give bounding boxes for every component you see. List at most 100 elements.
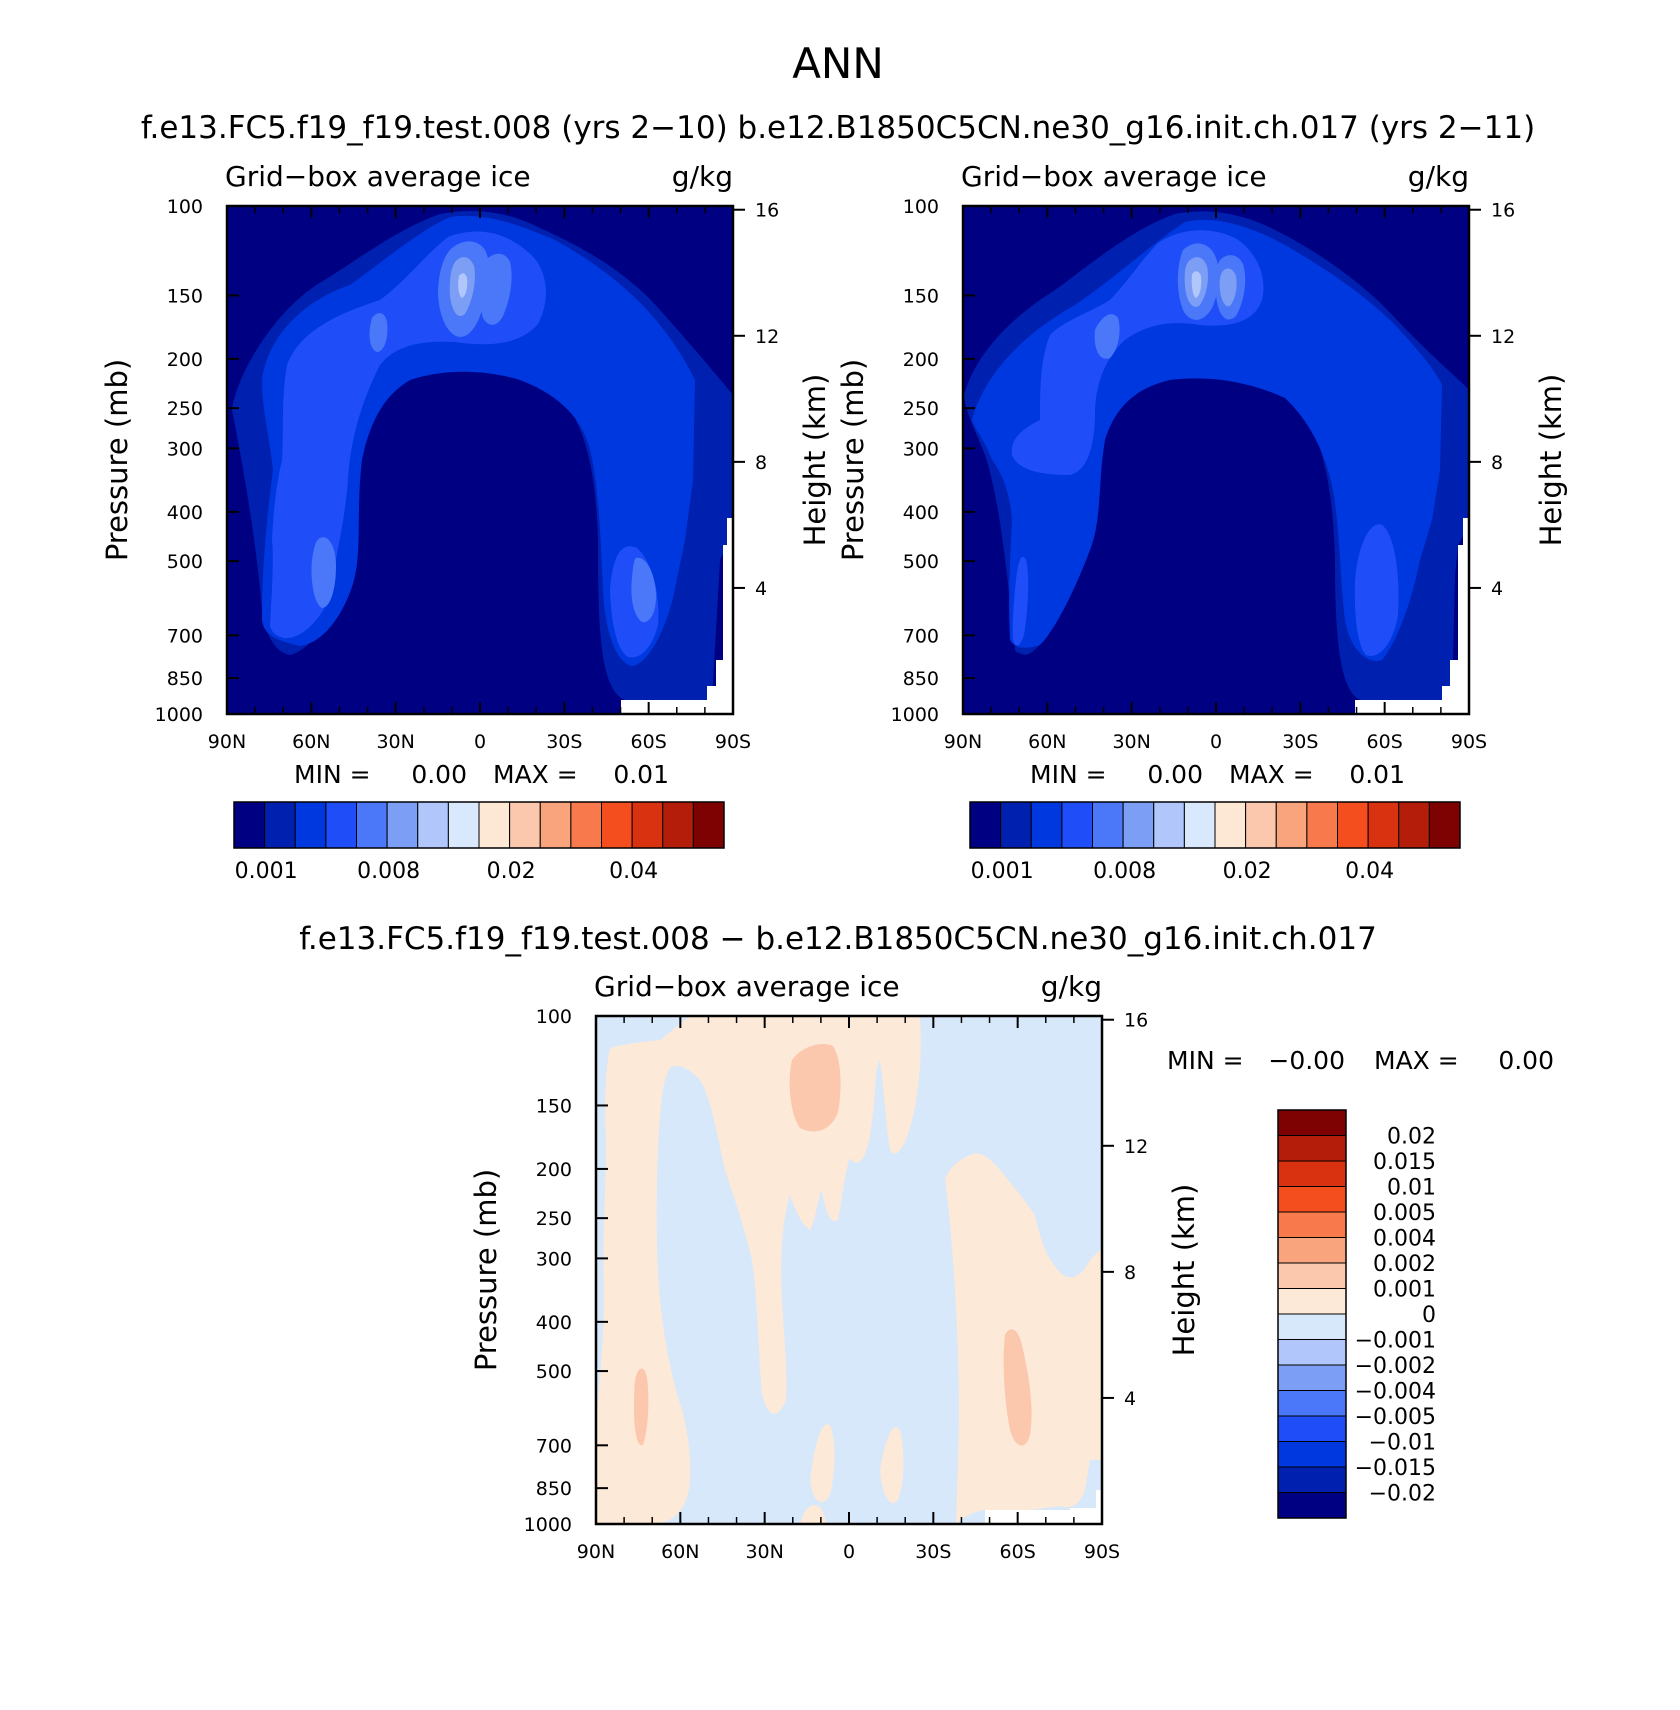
panel-title: Grid−box average ice bbox=[225, 160, 531, 193]
panel-title: Grid−box average ice bbox=[594, 970, 900, 1003]
height-axis-label: Height (km) bbox=[1534, 374, 1568, 547]
pressure-tick-label: 500 bbox=[536, 1361, 572, 1383]
figure-title: ANN bbox=[792, 39, 884, 88]
pressure-tick-label: 100 bbox=[903, 196, 939, 218]
max-value: 0.01 bbox=[613, 760, 669, 789]
pressure-tick-label: 400 bbox=[903, 502, 939, 524]
height-tick-label: 16 bbox=[1491, 200, 1515, 222]
colorbar-swatch bbox=[1306, 801, 1338, 849]
colorbar-swatch bbox=[325, 801, 357, 849]
min-label: MIN = bbox=[1167, 1046, 1244, 1075]
diff-region-positive-4 bbox=[800, 1504, 826, 1524]
difference-axes: 90N 60N 30N 0 30S 60S 90S 100 150 200 250 300 400 500… bbox=[469, 970, 1554, 1563]
colorbar-swatch bbox=[969, 801, 1002, 849]
colorbar-swatch bbox=[1277, 1390, 1347, 1417]
x-tick-label: 90S bbox=[1084, 1541, 1120, 1563]
height-axis-label: Height (km) bbox=[798, 374, 832, 547]
colorbar-swatch bbox=[1245, 801, 1277, 849]
missing-data bbox=[621, 518, 733, 714]
pressure-tick-label: 300 bbox=[903, 438, 939, 460]
colorbar-label: 0.02 bbox=[487, 859, 536, 884]
colorbar-swatch bbox=[1337, 801, 1369, 849]
height-tick-label: 16 bbox=[755, 200, 779, 222]
contour-level-5b bbox=[1219, 268, 1237, 307]
pressure-tick-label: 150 bbox=[536, 1095, 572, 1117]
colorbar-swatch bbox=[539, 801, 572, 849]
panel-units: g/kg bbox=[672, 160, 733, 193]
contour-level-6 bbox=[1191, 271, 1202, 298]
colorbar-swatch bbox=[1277, 1466, 1347, 1493]
height-tick-label: 16 bbox=[1124, 1010, 1148, 1032]
contour-level-2b bbox=[1012, 556, 1029, 646]
colorbar-label: 0.005 bbox=[1373, 1201, 1436, 1226]
colorbar-swatch bbox=[1398, 801, 1430, 849]
height-tick-label: 4 bbox=[1491, 578, 1503, 600]
colorbar-swatch bbox=[509, 801, 541, 849]
pressure-tick-label: 850 bbox=[536, 1478, 572, 1500]
x-tick-label: 30N bbox=[745, 1541, 783, 1563]
height-tick-label: 4 bbox=[755, 578, 767, 600]
pressure-axis-label: Pressure (mb) bbox=[100, 359, 134, 561]
pressure-tick-label: 400 bbox=[167, 502, 203, 524]
pressure-tick-label: 850 bbox=[167, 668, 203, 690]
x-tick-label: 0 bbox=[1210, 731, 1222, 753]
x-tick-label: 60S bbox=[1367, 731, 1403, 753]
colorbar-swatch bbox=[1277, 1492, 1347, 1519]
difference-colorbar: 0.020.0150.010.0050.0040.0020.0010−0.001… bbox=[1277, 1109, 1436, 1519]
pressure-tick-label: 1000 bbox=[891, 704, 939, 726]
pressure-tick-label: 700 bbox=[167, 625, 203, 647]
colorbar-label: 0.04 bbox=[609, 859, 658, 884]
pressure-tick-label: 100 bbox=[536, 1006, 572, 1028]
colorbar-swatch bbox=[1428, 801, 1461, 849]
pressure-tick-label: 1000 bbox=[524, 1514, 572, 1536]
colorbar-label: −0.01 bbox=[1369, 1431, 1436, 1456]
colorbar-swatch bbox=[1277, 1211, 1347, 1238]
pressure-tick-label: 250 bbox=[536, 1208, 572, 1230]
colorbar-label: 0.02 bbox=[1387, 1125, 1436, 1150]
panel-units: g/kg bbox=[1408, 160, 1469, 193]
x-tick-label: 90N bbox=[208, 731, 246, 753]
x-tick-label: 60N bbox=[1028, 731, 1066, 753]
contour-level-3b bbox=[1354, 524, 1399, 656]
max-label: MAX = bbox=[493, 760, 578, 789]
colorbar-swatch bbox=[1277, 1288, 1347, 1315]
model-colorbar: 0.001 0.008 0.02 0.04 bbox=[233, 801, 725, 884]
colorbar-swatch bbox=[1214, 801, 1247, 849]
x-tick-label: 30N bbox=[376, 731, 414, 753]
colorbar-swatch bbox=[1122, 801, 1155, 849]
panel-title: Grid−box average ice bbox=[961, 160, 1267, 193]
x-tick-label: 60N bbox=[661, 1541, 699, 1563]
colorbar-swatch bbox=[356, 801, 388, 849]
colorbar-swatch bbox=[386, 801, 419, 849]
pressure-tick-label: 200 bbox=[536, 1159, 572, 1181]
pressure-tick-label: 200 bbox=[167, 349, 203, 371]
colorbar-swatch bbox=[1277, 1313, 1347, 1340]
colorbar-swatch bbox=[1183, 801, 1216, 849]
contour-level-6 bbox=[458, 273, 468, 298]
colorbar-frame bbox=[1277, 1109, 1347, 1519]
height-tick-label: 8 bbox=[1491, 452, 1503, 474]
x-tick-label: 90N bbox=[577, 1541, 615, 1563]
colorbar-swatch bbox=[1277, 1339, 1347, 1366]
pressure-tick-label: 150 bbox=[167, 285, 203, 307]
pressure-tick-label: 300 bbox=[167, 438, 203, 460]
max-label: MAX = bbox=[1229, 760, 1314, 789]
colorbar-swatch bbox=[447, 801, 480, 849]
diff-region-positive-3 bbox=[880, 1427, 904, 1504]
height-tick-label: 8 bbox=[755, 452, 767, 474]
missing-data bbox=[1355, 518, 1469, 714]
colorbar-label: −0.004 bbox=[1355, 1380, 1436, 1405]
colorbar-swatch bbox=[294, 801, 327, 849]
control-contour-panel: 90N 60N 30N 0 30S 60S 90S 100 150 200 250 300 400 500… bbox=[836, 160, 1568, 884]
diff-region-positive-2 bbox=[810, 1424, 835, 1503]
max-value: 0.01 bbox=[1349, 760, 1405, 789]
control-colorbar: 0.001 0.008 0.02 0.04 bbox=[969, 801, 1461, 884]
colorbar-swatch bbox=[1153, 801, 1185, 849]
pressure-tick-label: 250 bbox=[167, 398, 203, 420]
colorbar-swatch bbox=[692, 801, 725, 849]
colorbar-swatch bbox=[1277, 1186, 1347, 1213]
diff-region-positive-1 bbox=[596, 1016, 921, 1524]
height-tick-label: 8 bbox=[1124, 1262, 1136, 1284]
colorbar-label: 0.001 bbox=[971, 859, 1034, 884]
